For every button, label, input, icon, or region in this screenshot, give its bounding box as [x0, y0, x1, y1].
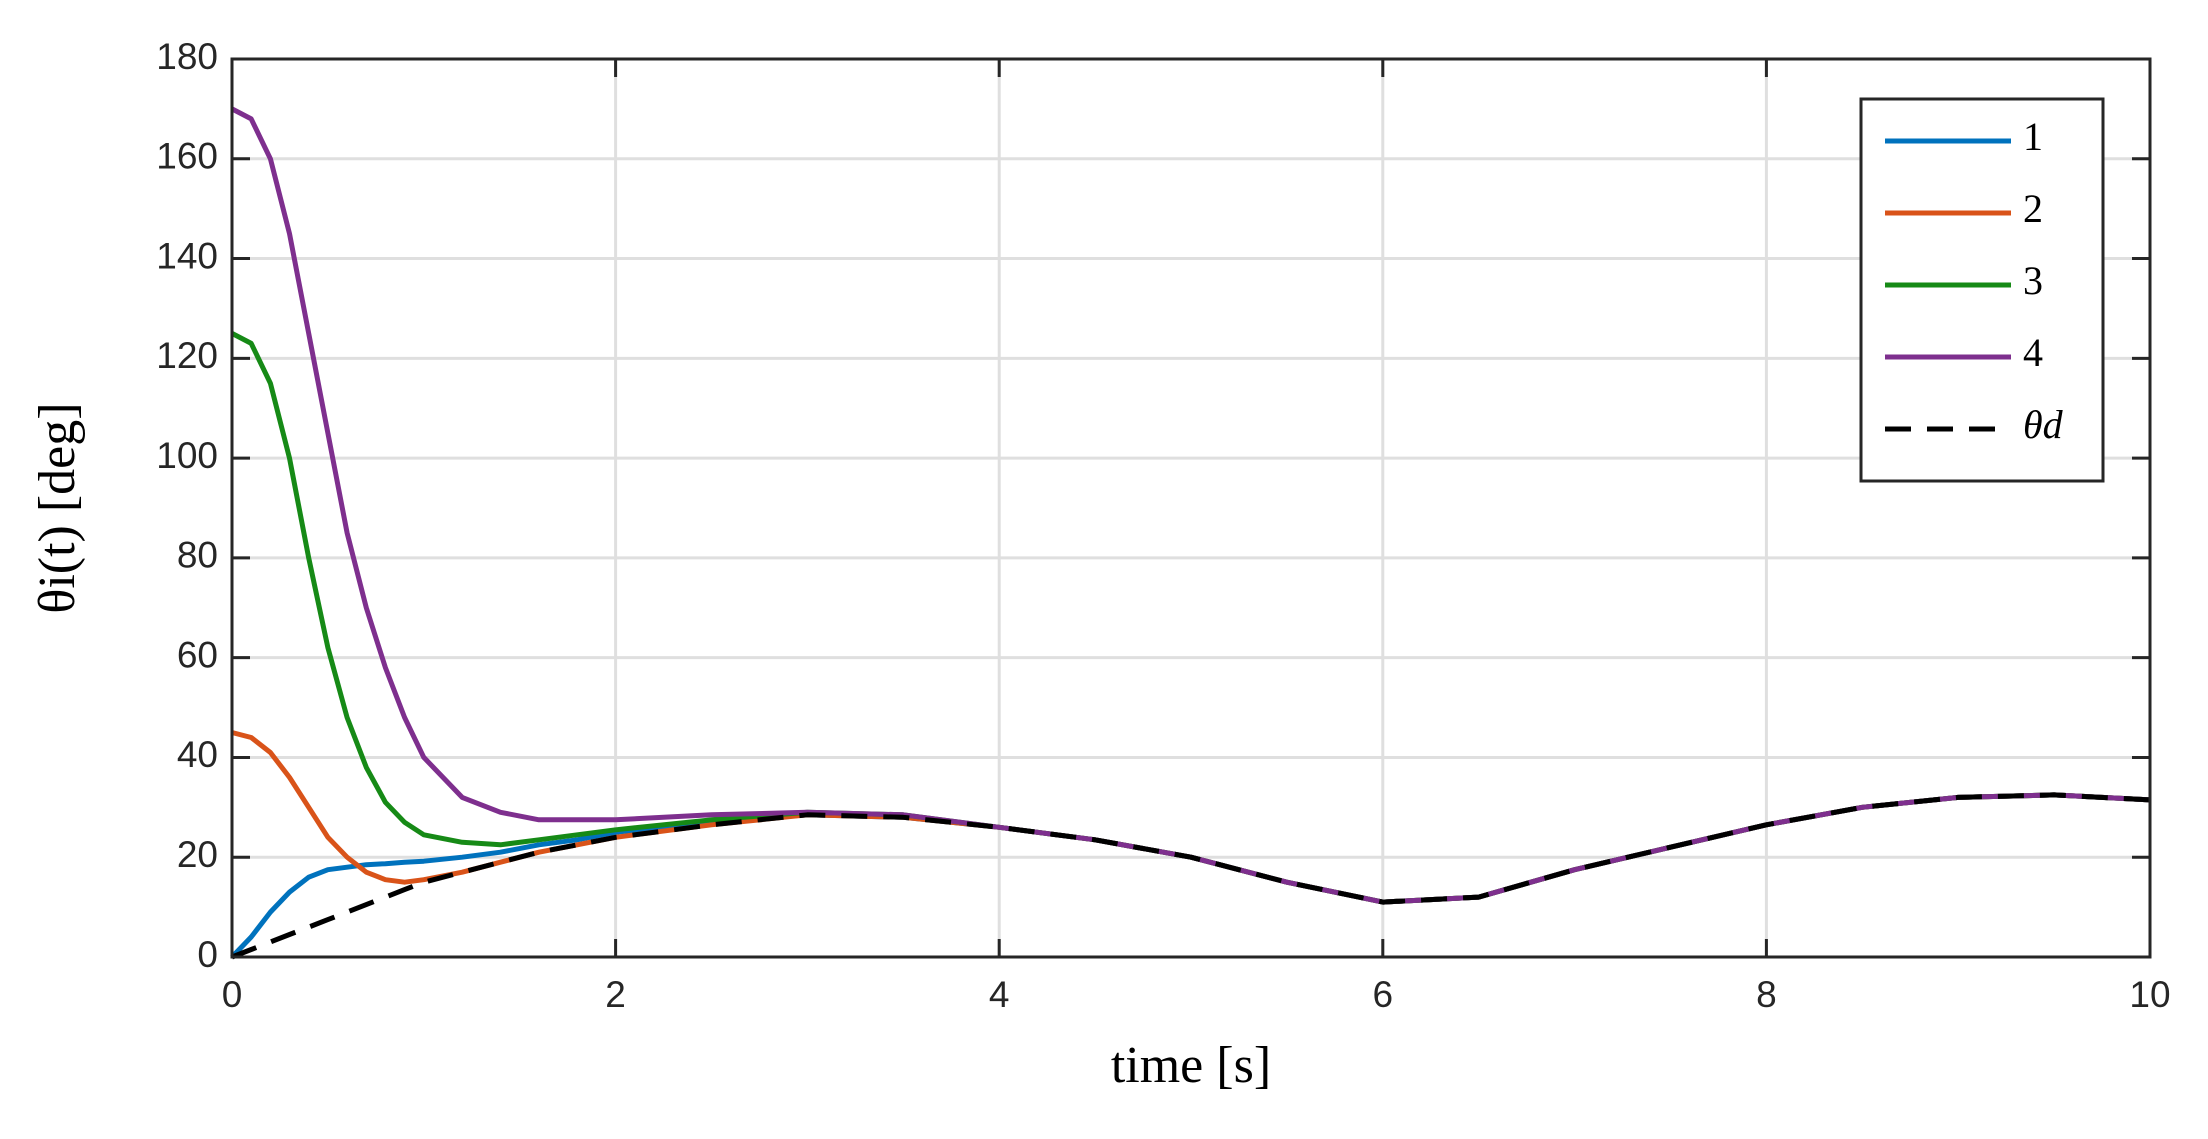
x-tick-label: 6 [1373, 974, 1394, 1015]
x-axis-label: time [s] [1111, 1037, 1271, 1094]
y-tick-label: 140 [156, 235, 218, 276]
y-tick-label: 0 [197, 934, 218, 975]
y-tick-label: 20 [177, 834, 218, 875]
y-tick-label: 160 [156, 136, 218, 177]
x-tick-label: 8 [1756, 974, 1777, 1015]
series-line [231, 792, 2151, 960]
x-tick-label: 2 [605, 974, 626, 1015]
plot-frame [230, 57, 2152, 959]
legend-label: 2 [2023, 186, 2043, 231]
y-tick-label: 180 [156, 36, 218, 77]
legend-label: 3 [2023, 258, 2043, 303]
y-tick-label: 120 [156, 335, 218, 376]
y-tick-label: 40 [177, 734, 218, 775]
y-axis-label: θi(t) [deg] [29, 402, 86, 613]
legend-label: 1 [2023, 114, 2043, 159]
y-tick-label: 80 [177, 535, 218, 576]
legend-label: 4 [2023, 330, 2043, 375]
y-tick-label: 60 [177, 634, 218, 675]
legend-label: θd [2023, 402, 2064, 447]
y-tick-label: 100 [156, 435, 218, 476]
x-tick-label: 0 [222, 974, 243, 1015]
x-tick-label: 4 [989, 974, 1010, 1015]
legend-box [1859, 97, 2105, 483]
x-tick-label: 10 [2129, 974, 2170, 1015]
series-line [230, 792, 2151, 959]
series-line [230, 106, 2151, 905]
